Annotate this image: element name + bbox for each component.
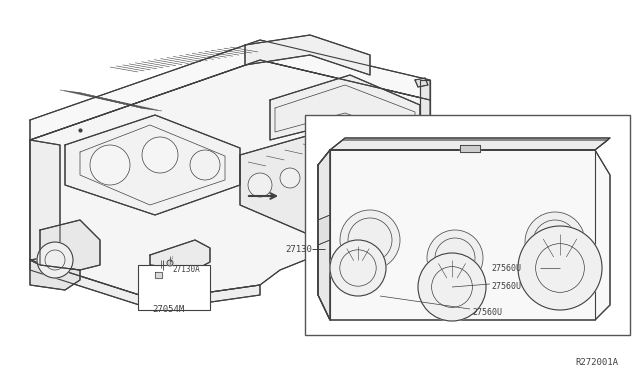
Circle shape (525, 212, 585, 272)
Text: 27560U: 27560U (491, 282, 521, 291)
Circle shape (340, 210, 400, 270)
Circle shape (90, 145, 130, 185)
Bar (138, 265, 210, 310)
Circle shape (37, 242, 73, 278)
Text: 27560U: 27560U (491, 264, 521, 273)
Bar (305, 115, 630, 335)
Polygon shape (330, 138, 610, 150)
Circle shape (248, 173, 272, 197)
Circle shape (307, 180, 323, 196)
Polygon shape (30, 40, 430, 140)
Circle shape (280, 168, 300, 188)
Polygon shape (245, 35, 370, 75)
Polygon shape (420, 80, 430, 210)
Polygon shape (30, 260, 260, 310)
Circle shape (167, 260, 173, 266)
Polygon shape (30, 260, 80, 290)
Polygon shape (40, 220, 100, 270)
Text: 27130: 27130 (285, 245, 312, 254)
Circle shape (330, 240, 386, 296)
Polygon shape (318, 150, 330, 320)
Text: 27560U: 27560U (472, 308, 502, 317)
Polygon shape (415, 78, 428, 87)
Polygon shape (318, 150, 610, 320)
Text: 27054M: 27054M (152, 305, 184, 314)
Polygon shape (150, 240, 210, 270)
Polygon shape (30, 60, 430, 300)
Text: R272001A: R272001A (575, 358, 618, 367)
Polygon shape (460, 145, 480, 152)
Polygon shape (270, 75, 420, 145)
Polygon shape (318, 215, 330, 245)
Circle shape (427, 230, 483, 286)
Polygon shape (155, 272, 162, 278)
Polygon shape (65, 115, 240, 215)
Polygon shape (30, 140, 60, 260)
Polygon shape (330, 140, 608, 150)
Text: 27130A: 27130A (172, 265, 200, 274)
Polygon shape (240, 135, 380, 235)
Circle shape (518, 226, 602, 310)
Circle shape (142, 137, 178, 173)
Circle shape (418, 253, 486, 321)
